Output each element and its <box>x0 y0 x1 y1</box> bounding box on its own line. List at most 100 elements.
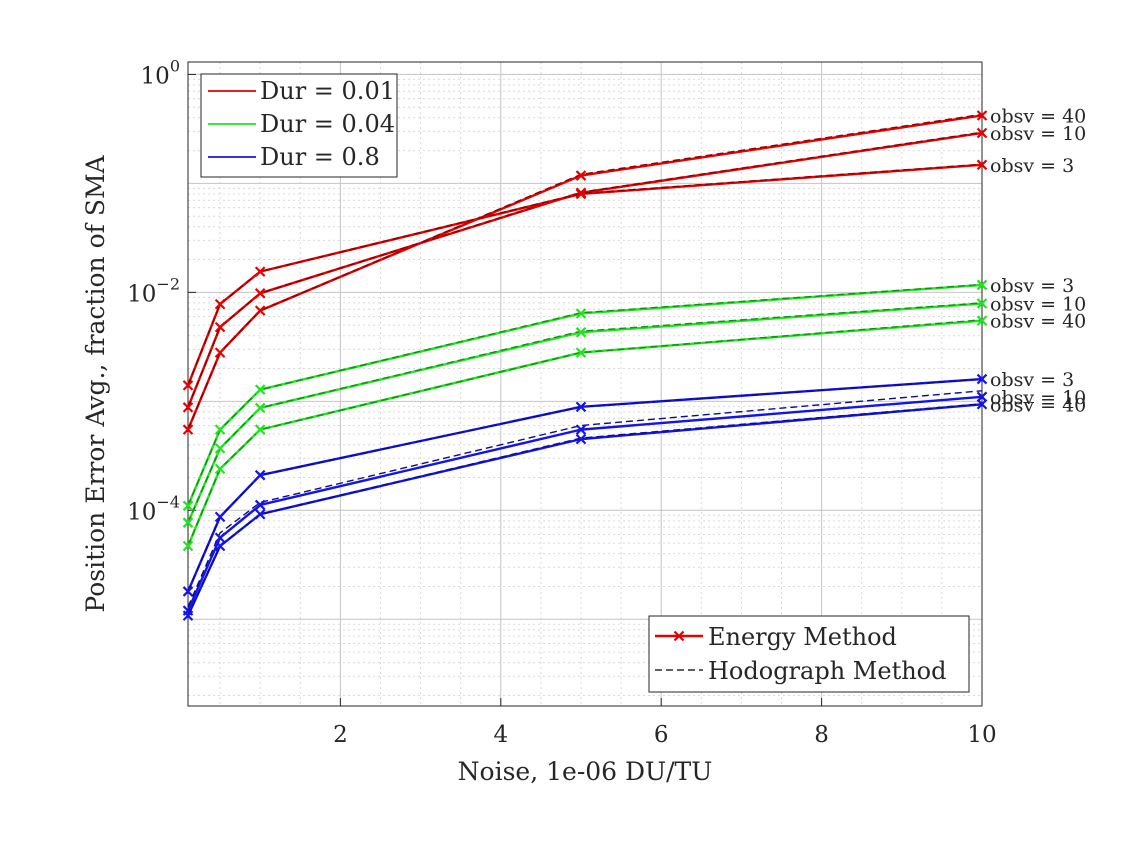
marker-stroke <box>575 327 587 338</box>
energy-marker <box>214 463 226 475</box>
energy-marker <box>254 508 266 520</box>
series-end-label: obsv = 3 <box>990 155 1074 177</box>
marker-stroke <box>182 517 194 528</box>
series-end-label: obsv = 10 <box>990 387 1086 409</box>
energy-marker <box>214 298 226 310</box>
marker-stroke <box>182 500 194 512</box>
marker-stroke <box>575 401 587 413</box>
energy-marker <box>182 517 194 528</box>
x-axis-label: Noise, 1e-06 DU/TU <box>458 757 713 786</box>
marker-stroke <box>254 508 266 520</box>
marker-stroke <box>214 298 226 310</box>
energy-marker <box>254 499 266 511</box>
energy-marker <box>575 308 587 319</box>
y-tick-label: 10−4 <box>127 492 180 525</box>
series-end-label: obsv = 40 <box>990 394 1086 416</box>
marker-stroke <box>214 321 226 333</box>
hodograph-line <box>187 390 983 608</box>
marker-stroke <box>214 511 226 523</box>
marker-stroke <box>575 424 587 435</box>
marker-stroke <box>976 315 988 326</box>
energy-marker <box>214 511 226 523</box>
x-tick-label: 4 <box>493 722 508 748</box>
x-tick-label: 2 <box>333 722 348 748</box>
marker-stroke <box>214 347 226 358</box>
energy-marker <box>214 532 226 544</box>
marker-stroke <box>254 424 266 435</box>
x-tick-label: 8 <box>814 722 829 748</box>
energy-marker <box>575 401 587 413</box>
method-legend-label: Energy Method <box>708 623 897 651</box>
marker-stroke <box>976 159 988 171</box>
marker-stroke <box>575 308 587 319</box>
energy-marker <box>575 188 587 200</box>
duration-legend-label: Dur = 0.01 <box>260 77 395 105</box>
marker-stroke <box>214 443 226 454</box>
energy-marker <box>254 384 266 395</box>
energy-marker <box>254 266 266 277</box>
energy-marker <box>254 424 266 435</box>
hodograph-line <box>187 283 983 507</box>
method-legend: Energy Method Hodograph Method <box>648 615 970 693</box>
marker-stroke <box>182 586 194 597</box>
method-legend-label: Hodograph Method <box>708 657 946 685</box>
marker-stroke <box>182 540 194 552</box>
marker-stroke <box>976 110 988 121</box>
marker-stroke <box>214 540 226 552</box>
energy-marker <box>575 327 587 338</box>
energy-marker <box>575 170 587 181</box>
x-tick-label: 6 <box>654 722 669 748</box>
duration-legend-label: Dur = 0.8 <box>260 143 380 171</box>
y-tick-label: 100 <box>141 56 180 89</box>
y-tick-label: 10−2 <box>127 274 180 307</box>
series-end-label: obsv = 10 <box>990 123 1086 145</box>
energy-marker <box>214 540 226 552</box>
energy-marker <box>182 540 194 552</box>
series-end-label: obsv = 40 <box>990 105 1086 127</box>
marker-stroke <box>575 170 587 181</box>
marker-stroke <box>575 433 587 445</box>
marker-stroke <box>214 463 226 475</box>
marker-stroke <box>976 373 988 385</box>
method-legend-marker <box>673 630 685 642</box>
energy-marker <box>214 321 226 333</box>
series-end-label: obsv = 10 <box>990 294 1086 316</box>
marker-stroke <box>976 127 988 139</box>
energy-marker <box>214 347 226 358</box>
energy-marker <box>182 424 194 435</box>
energy-marker <box>976 279 988 291</box>
energy-marker <box>254 402 266 414</box>
energy-marker <box>575 347 587 358</box>
marker-stroke <box>182 402 194 413</box>
energy-marker <box>976 398 988 410</box>
marker-stroke <box>214 424 226 435</box>
energy-marker <box>182 500 194 512</box>
marker-stroke <box>254 266 266 277</box>
marker-stroke <box>182 610 194 621</box>
energy-marker <box>575 433 587 445</box>
hodograph-line <box>187 113 983 430</box>
marker-stroke <box>182 380 194 391</box>
energy-marker <box>976 127 988 139</box>
marker-stroke <box>575 347 587 358</box>
series-end-label: obsv = 3 <box>990 369 1074 391</box>
marker-stroke <box>254 499 266 511</box>
duration-legend-label: Dur = 0.04 <box>260 110 395 138</box>
marker-stroke <box>254 402 266 414</box>
x-tick-label: 10 <box>967 722 996 748</box>
energy-marker <box>214 424 226 435</box>
y-axis-label: Position Error Avg., fraction of SMA <box>81 154 110 612</box>
energy-marker <box>182 586 194 597</box>
duration-legend: Dur = 0.01 Dur = 0.04 Dur = 0.8 <box>200 73 398 178</box>
x-axis-ticks: 2 4 6 8 10 <box>333 698 997 748</box>
marker-stroke <box>254 384 266 395</box>
hodograph-line <box>187 163 983 386</box>
energy-marker <box>575 424 587 435</box>
marker-stroke <box>575 188 587 200</box>
energy-marker <box>254 469 266 481</box>
energy-marker <box>976 298 988 309</box>
energy-marker <box>976 110 988 121</box>
marker-stroke <box>976 298 988 309</box>
